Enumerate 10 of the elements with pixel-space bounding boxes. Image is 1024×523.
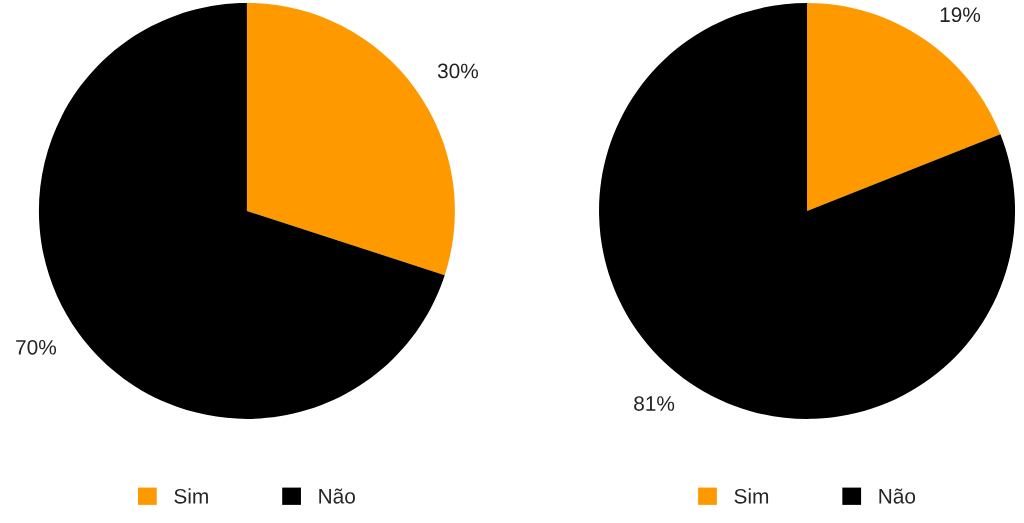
data-label: 70% — [16, 339, 57, 355]
legend-label: Sim — [174, 488, 208, 504]
pie-slice — [807, 2, 1001, 211]
legend-label: Não — [879, 488, 916, 504]
legend-label: Sim — [734, 488, 769, 504]
data-label: 19% — [940, 7, 981, 23]
data-label: 30% — [437, 63, 479, 79]
pie-slice — [599, 2, 1016, 419]
data-label: 81% — [634, 396, 675, 411]
legend-label: Não — [319, 488, 355, 504]
